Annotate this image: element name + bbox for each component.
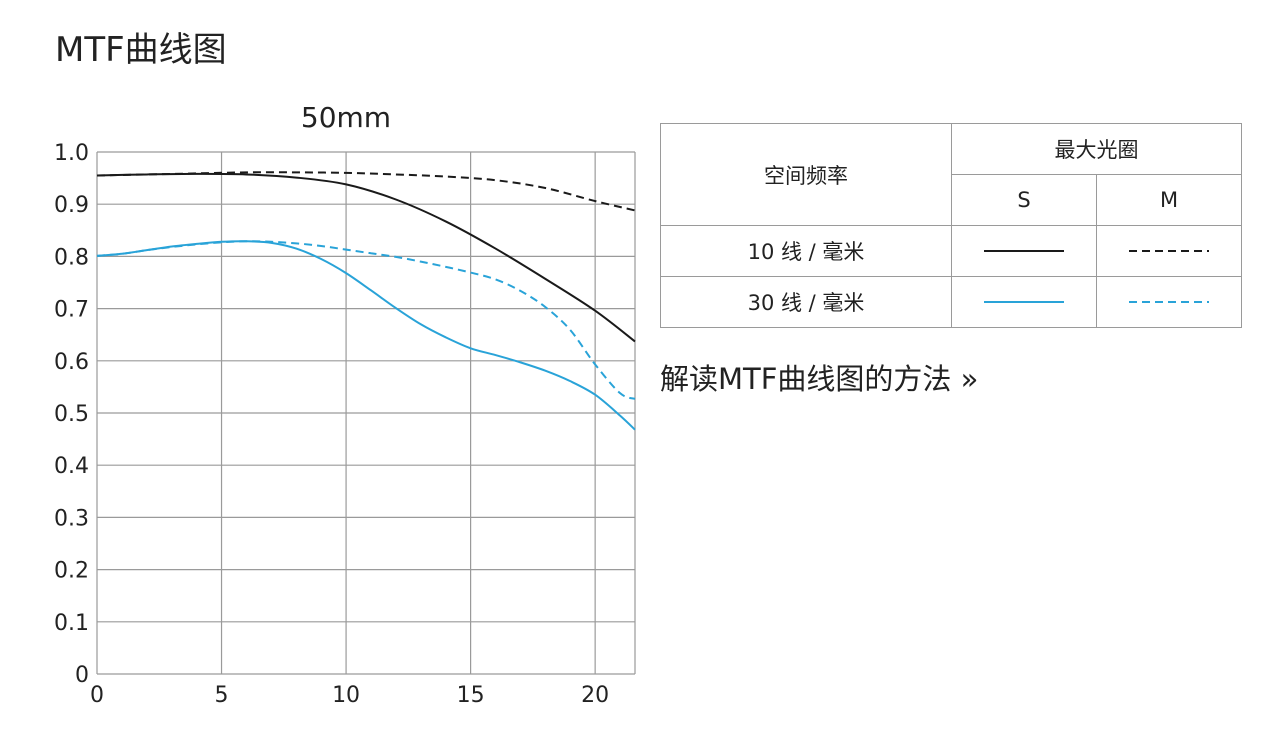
how-to-read-mtf-link[interactable]: 解读MTF曲线图的方法 » — [660, 362, 979, 396]
legend-sample-30-m — [1096, 276, 1242, 328]
y-tick-label: 0.5 — [54, 402, 89, 427]
page-title: MTF曲线图 — [55, 30, 227, 70]
x-tick-label: 10 — [332, 683, 360, 708]
legend-row-30lpmm-label: 30 线 / 毫米 — [660, 276, 952, 328]
legend-sample-30-s — [951, 276, 1097, 328]
legend-line-blue-solid — [984, 301, 1064, 303]
legend-table: 空间频率 最大光圈 S M 10 线 / 毫米 30 线 / 毫米 — [660, 123, 1242, 328]
y-tick-label: 0 — [75, 663, 89, 688]
legend-header-meridional: M — [1096, 174, 1242, 226]
y-tick-label: 0.2 — [54, 559, 89, 584]
legend-line-black-solid — [984, 250, 1064, 252]
y-tick-label: 0.8 — [54, 245, 89, 270]
y-tick-label: 0.6 — [54, 350, 89, 375]
x-tick-label: 15 — [457, 683, 485, 708]
series-line-10lpmm-m — [96, 171, 636, 212]
legend-header-max-aperture: 最大光圈 — [951, 123, 1242, 175]
x-tick-label: 20 — [581, 683, 609, 708]
legend-row-10lpmm-label: 10 线 / 毫米 — [660, 225, 952, 277]
mtf-chart: 50mm 0 0.1 0.2 0.3 0.4 0.5 0.6 0.7 0.8 0.9 1.0 0 5 10 1… — [54, 101, 636, 708]
legend-sample-10-s — [951, 225, 1097, 277]
y-tick-label: 0.4 — [54, 454, 89, 479]
y-tick-label: 1.0 — [54, 141, 89, 166]
y-tick-label: 0.7 — [54, 298, 89, 323]
y-tick-label: 0.9 — [54, 193, 89, 218]
x-tick-label: 5 — [215, 683, 229, 708]
y-tick-label: 0.3 — [54, 506, 89, 531]
legend-header-sagittal: S — [951, 174, 1097, 226]
legend-sample-10-m — [1096, 225, 1242, 277]
series-line-10lpmm-s — [96, 172, 636, 343]
legend-header-frequency: 空间频率 — [660, 123, 952, 226]
legend-line-blue-dashed — [1129, 301, 1209, 303]
y-tick-label: 0.1 — [54, 611, 89, 636]
legend-line-black-dashed — [1129, 250, 1209, 252]
x-tick-label: 0 — [90, 683, 104, 708]
series-line-30lpmm-m — [96, 240, 636, 400]
chart-title: 50mm — [301, 101, 391, 134]
series-line-30lpmm-s — [96, 240, 636, 431]
